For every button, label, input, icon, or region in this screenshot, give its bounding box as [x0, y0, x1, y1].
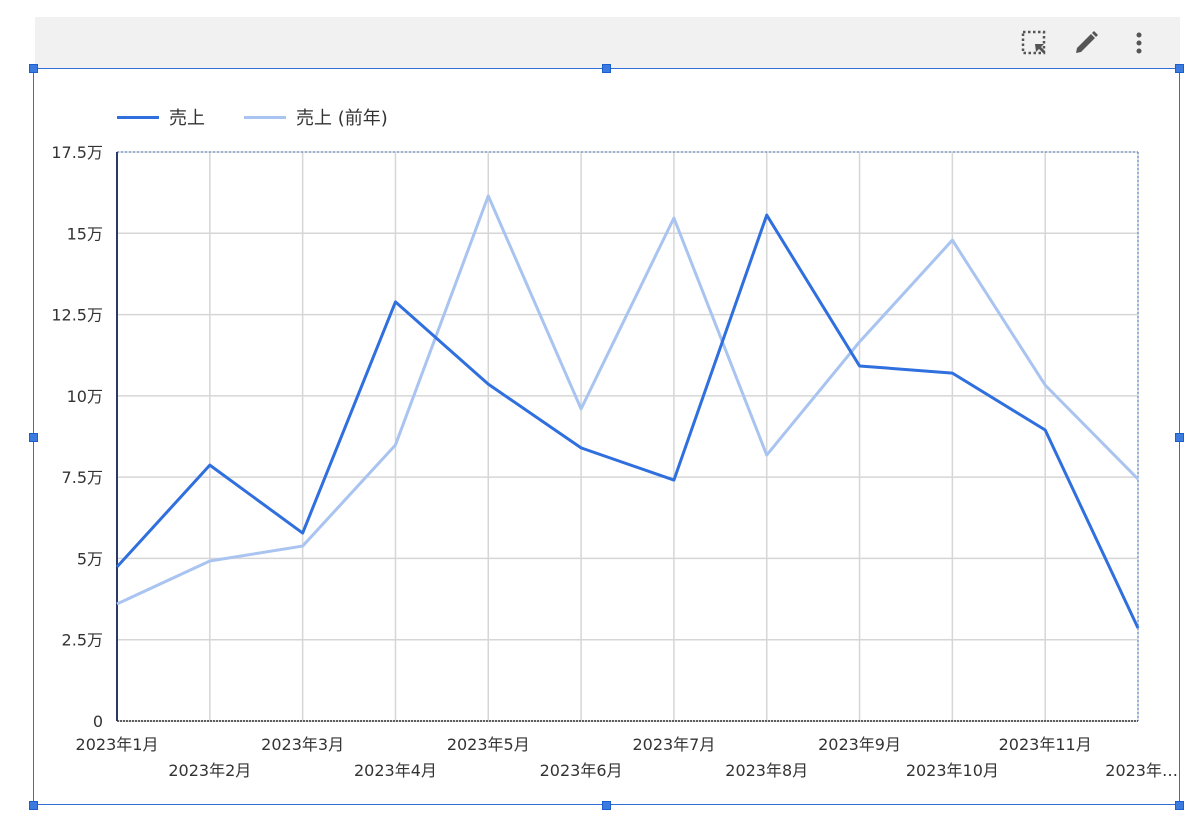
y-tick-label: 7.5万	[62, 468, 103, 487]
legend-swatch	[244, 115, 286, 119]
edit-pencil-icon[interactable]	[1072, 29, 1100, 57]
y-tick-label: 0	[93, 712, 103, 731]
series-line-2	[116, 194, 1140, 606]
x-tick-label: 2023年6月	[540, 761, 623, 780]
x-tick-label: 2023年10月	[906, 761, 999, 780]
select-area-icon[interactable]	[1020, 29, 1048, 57]
resize-handle-tl[interactable]	[29, 64, 38, 73]
resize-handle-tr[interactable]	[1175, 64, 1184, 73]
y-tick-label: 5万	[77, 549, 103, 568]
y-tick-label: 15万	[67, 224, 103, 243]
resize-handle-b[interactable]	[602, 801, 611, 810]
more-vert-icon[interactable]	[1125, 29, 1153, 57]
x-tick-label: 2023年3月	[261, 735, 344, 754]
legend-item-series-1[interactable]: 売上	[117, 104, 205, 130]
resize-handle-bl[interactable]	[29, 801, 38, 810]
y-tick-label: 12.5万	[51, 306, 103, 325]
x-tick-label: 2023年11月	[999, 735, 1092, 754]
x-tick-label: 2023年7月	[632, 735, 715, 754]
x-tick-label: 2023年9月	[818, 735, 901, 754]
x-tick-label: 2023年4月	[354, 761, 437, 780]
chart-toolbar	[35, 17, 1180, 68]
x-tick-label: 2023年8月	[725, 761, 808, 780]
legend-label: 売上 (前年)	[296, 108, 388, 129]
resize-handle-br[interactable]	[1175, 801, 1184, 810]
x-tick-label: 2023年1月	[76, 735, 159, 754]
legend-item-series-2[interactable]: 売上 (前年)	[244, 104, 388, 130]
series-line-1	[115, 213, 1140, 629]
resize-handle-r[interactable]	[1175, 433, 1184, 442]
resize-handle-l[interactable]	[29, 433, 38, 442]
legend-label: 売上	[169, 108, 205, 129]
y-tick-label: 10万	[67, 387, 103, 406]
x-tick-label: 2023年…	[1105, 761, 1178, 780]
y-tick-label: 17.5万	[51, 143, 103, 162]
x-tick-label: 2023年5月	[447, 735, 530, 754]
legend-swatch	[117, 115, 159, 119]
y-tick-label: 2.5万	[62, 631, 103, 650]
resize-handle-t[interactable]	[602, 64, 611, 73]
x-tick-label: 2023年2月	[168, 761, 251, 780]
